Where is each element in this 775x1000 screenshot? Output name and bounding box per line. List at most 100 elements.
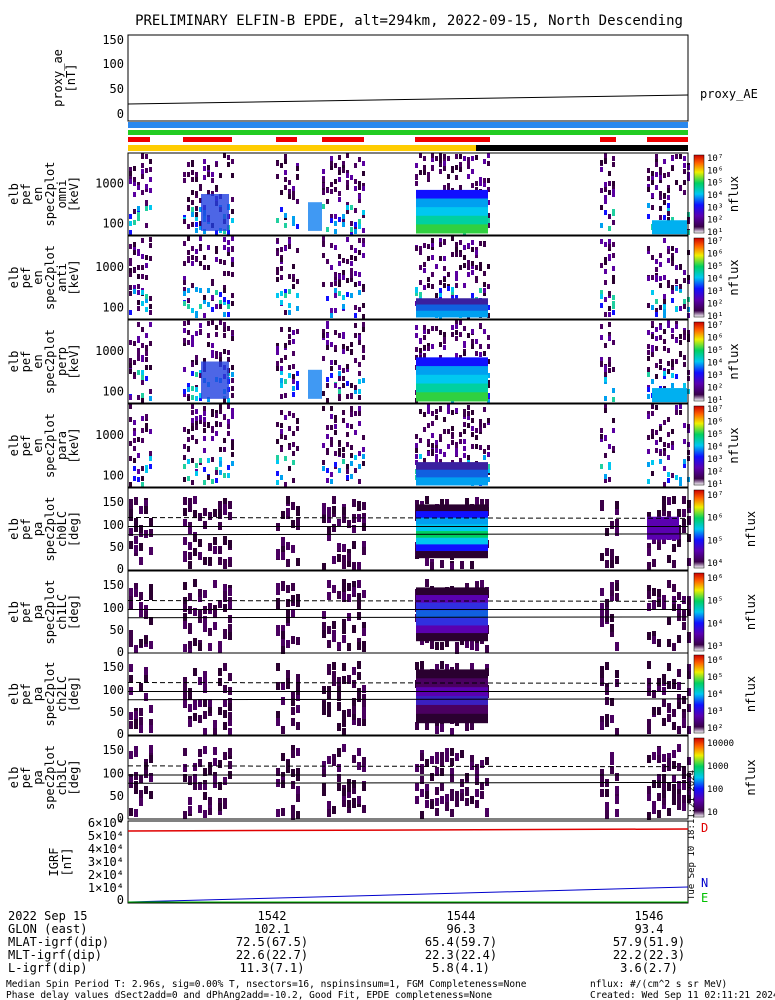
pa-ytick: 100	[102, 766, 124, 780]
colorbar-tick: 100	[707, 785, 723, 795]
spectrogram-band	[416, 462, 488, 486]
ylabel-line: elb	[7, 601, 21, 623]
pa-panel-frame	[127, 652, 689, 736]
proxy-ae-frame	[127, 34, 689, 122]
colorbar-tick: 10¹	[707, 396, 723, 406]
proxy-ae-ylabel-line1: proxy_ae	[51, 49, 65, 107]
igrf-ylabel: IGRF [nT]	[47, 848, 74, 877]
colorbar-tick: 10⁷	[707, 154, 723, 164]
ylabel-line: [keV]	[67, 343, 81, 379]
colorbar-tick: 10²	[707, 216, 723, 226]
proxy-ae-ytick: 100	[102, 57, 124, 71]
colorbar: 10⁷ 10⁶ 10⁵ 10⁴ nflux	[693, 489, 758, 569]
bottom-row-3: MLT-igrf(dip) 22.6(22.7) 22.3(22.4) 22.2…	[8, 948, 685, 962]
bottom-row-value: 22.3(22.4)	[425, 948, 497, 962]
ylabel-line: [deg]	[67, 759, 81, 795]
bottom-row-value: 1542	[258, 909, 287, 923]
loss-cone-line	[127, 600, 689, 602]
colorbar-tick: 10000	[707, 739, 734, 749]
ylabel-line: perp	[55, 347, 69, 376]
colorbar-label: nflux	[727, 176, 741, 212]
ylabel-line: spec2plot	[43, 245, 57, 310]
colorbar-label: nflux	[727, 259, 741, 295]
pa-panel-frame	[127, 735, 689, 820]
igrf-ylabel-line1: IGRF	[47, 848, 61, 877]
igrf-legend-d: D	[701, 821, 708, 835]
igrf-ytick: 4×10⁴	[88, 842, 124, 856]
pa-ytick: 100	[102, 518, 124, 532]
ylabel-line: pef	[19, 683, 33, 705]
ylabel-line: elb	[7, 767, 21, 789]
colorbar-label: nflux	[744, 594, 758, 630]
ylabel-line: spec2plot	[43, 579, 57, 644]
proxy-ae-series-label: proxy_AE	[700, 87, 758, 101]
igrf-legend-n: N	[701, 876, 708, 890]
colorbar-tick: 10⁵	[707, 346, 723, 356]
ylabel-line: elb	[7, 518, 21, 540]
ylabel-line: en	[31, 354, 45, 368]
colorbar-tick: 10²	[707, 300, 723, 310]
status-bars	[128, 122, 688, 151]
ylabel-line: [deg]	[67, 594, 81, 630]
igrf-n-line	[127, 886, 689, 903]
ylabel-line: pef	[19, 435, 33, 457]
spec-ytick-100: 100	[102, 385, 124, 399]
ylabel-line: pa	[31, 522, 45, 536]
colorbar-tick: 10⁶	[707, 656, 723, 666]
colorbar-tick: 10⁷	[707, 237, 723, 247]
pa-ytick: 100	[102, 683, 124, 697]
spec-ytick-100: 100	[102, 301, 124, 315]
bottom-row-value: 72.5(67.5)	[236, 935, 308, 949]
spec-ytick-1000: 1000	[95, 260, 124, 274]
bottom-row-value: 57.9(51.9)	[613, 935, 685, 949]
ylabel-line: elb	[7, 683, 21, 705]
colorbar-tick: 10⁴	[707, 559, 723, 569]
igrf-yticks: 6×10⁴ 5×10⁴ 4×10⁴ 3×10⁴ 2×10⁴ 1×10⁴ 0	[88, 816, 124, 907]
colorbar-label: nflux	[744, 511, 758, 547]
colorbar-label: nflux	[727, 427, 741, 463]
loss-cone-line	[127, 698, 689, 701]
spec-ytick-1000: 1000	[95, 176, 124, 190]
spec-ytick-100: 100	[102, 217, 124, 231]
colorbar-label: nflux	[727, 343, 741, 379]
spectrogram-band	[201, 357, 687, 403]
pa-panel-1: elbpefpaspec2plotch1LC[deg]15010050010⁶1…	[7, 570, 758, 659]
colorbar-gradient	[693, 237, 705, 318]
status-bar-yellow	[128, 145, 476, 151]
colorbar-tick: 10⁴	[707, 690, 723, 700]
pa-panel-frame	[127, 487, 689, 571]
bottom-row-value: 22.6(22.7)	[236, 948, 308, 962]
pa-ytick: 150	[102, 495, 124, 509]
bottom-row-label: MLAT-igrf(dip)	[8, 935, 109, 949]
loss-cone-line	[127, 765, 689, 768]
footer-right-2: Created: Wed Sep 11 02:11:21 2024	[590, 990, 775, 1000]
ylabel-line: ch3LC	[55, 759, 69, 795]
igrf-ytick: 0	[117, 893, 124, 907]
status-bar-green	[128, 130, 688, 135]
status-bar-black	[476, 145, 688, 151]
pa-ytick: 0	[117, 645, 124, 659]
colorbar: 10⁷ 10⁶ 10⁵ 10⁴ 10³ 10² 10¹ nflux	[693, 237, 741, 322]
pitch-angle-cells	[129, 661, 691, 736]
colorbar: 10⁶ 10⁵ 10⁴ 10³ 10² nflux	[693, 654, 758, 734]
ylabel-line: ch2LC	[55, 676, 69, 712]
colorbar-tick: 10⁶	[707, 418, 723, 428]
colorbar-tick: 10⁴	[707, 443, 723, 453]
pitch-angle-cells	[129, 579, 691, 654]
status-bar-blue	[128, 122, 688, 128]
ylabel-line: spec2plot	[43, 496, 57, 561]
colorbar-tick: 10⁶	[707, 250, 723, 260]
colorbar-label: nflux	[744, 759, 758, 795]
ylabel-line: en	[31, 187, 45, 201]
colorbar-tick: 10³	[707, 371, 723, 381]
pa-panel-2: elbpefpaspec2plotch2LC[deg]15010050010⁶1…	[7, 652, 758, 741]
bottom-row-label: 2022 Sep 15	[8, 909, 87, 923]
colorbar-tick: 10¹	[707, 480, 723, 490]
bottom-row-label: MLT-igrf(dip)	[8, 948, 102, 962]
footer-left-1: Median Spin Period T: 2.96s, sig=0.00% T…	[6, 979, 527, 990]
